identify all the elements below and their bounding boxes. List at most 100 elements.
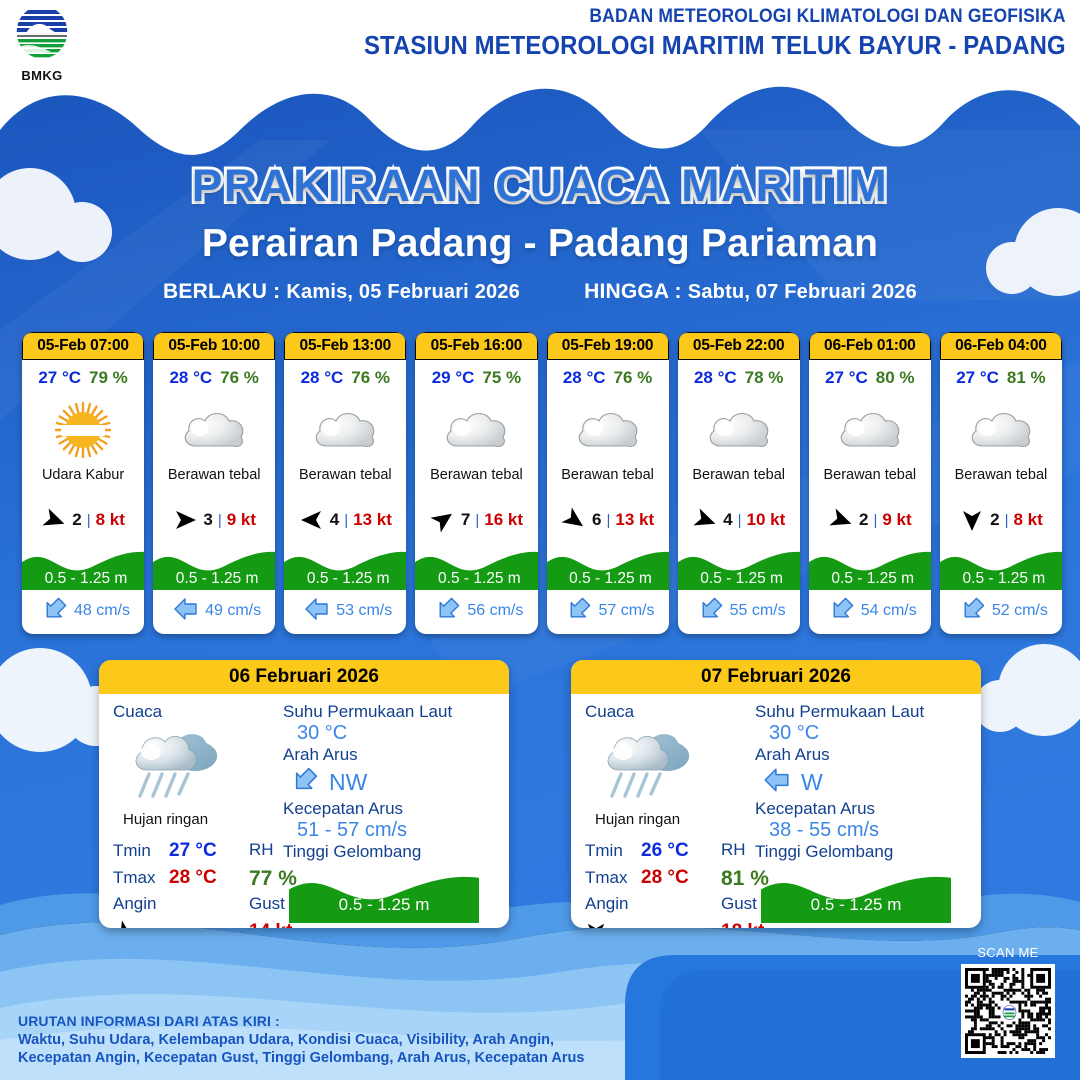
current-speed-value: 54 cm/s [860, 602, 917, 619]
current-row: 48 cm/s [22, 596, 144, 626]
qr-block[interactable]: SCAN ME [956, 945, 1060, 1058]
wind-separator: | [475, 511, 480, 529]
wind-arrow-icon [963, 511, 982, 531]
title-block: PRAKIRAAN CUACA MARITIM Perairan Padang … [0, 157, 1080, 304]
hourly-card: 06-Feb 04:00 27 °C 81 % Berawan tebal 2 … [939, 332, 1062, 634]
wave-height-graphic [153, 551, 276, 590]
humidity: 79 % [89, 368, 128, 387]
wind-arrow-icon [176, 511, 197, 529]
poster-header: BMKG BADAN METEOROLOGI KLIMATOLOGI DAN G… [0, 0, 1080, 83]
weather-condition-label: Berawan tebal [692, 467, 786, 483]
gust-value-row: 18 kt [721, 921, 811, 928]
bmkg-logo: BMKG [8, 4, 76, 83]
rh-value: 77 % [249, 867, 297, 890]
weather-condition-icon [153, 393, 275, 467]
wind-speed-value: 9 kt [882, 510, 912, 529]
wave-height-graphic [22, 551, 145, 590]
current-speed-label: Kecepatan Arus [283, 799, 404, 818]
visibility-value: 6 [592, 510, 602, 529]
current-arrow-icon [295, 767, 318, 790]
current-direction-row: W [763, 766, 973, 799]
visibility-value: 2 [72, 510, 82, 529]
daily-forecast-list: 06 Februari 2026 Cuaca [0, 660, 1080, 928]
current-speed-label: Kecepatan Arus [755, 799, 876, 818]
visibility-value: 2 [858, 510, 869, 529]
wave-height-graphic [939, 551, 1062, 590]
weather-condition-label: Berawan tebal [298, 467, 392, 483]
cloud-thick-icon [971, 412, 1031, 447]
gust-label: Gust [721, 894, 757, 913]
daily-condition-label: Hujan ringan [123, 811, 209, 828]
wind-separator: | [1004, 511, 1009, 529]
air-temperature: 28 °C [562, 368, 606, 387]
wind-label-row: Angin [113, 894, 249, 921]
wind-row: 2 | 9 kt [809, 497, 931, 543]
hourly-card-time: 05-Feb 19:00 [546, 332, 669, 360]
humidity: 78 % [744, 368, 784, 387]
air-temperature: 28 °C [300, 368, 344, 387]
wave-height-value: 0.5 - 1.25 m [569, 570, 652, 587]
wave-band [415, 542, 538, 590]
current-row: 56 cm/s [415, 596, 537, 626]
qr-code-icon[interactable] [961, 964, 1055, 1058]
hourly-card-temp-humidity: 27 °C 79 % [22, 363, 144, 393]
weather-label: Cuaca [585, 702, 635, 721]
current-direction-icon-wrap [829, 596, 855, 627]
daily-panel-body: Cuaca Hujan ringan [99, 694, 509, 928]
weather-condition-label: Berawan tebal [954, 467, 1048, 483]
current-direction-label: Arah Arus [755, 745, 830, 764]
valid-until-value: Sabtu, 07 Februari 2026 [687, 281, 917, 303]
current-arrow-icon [964, 597, 985, 617]
hourly-card-temp-humidity: 28 °C 78 % [678, 363, 800, 393]
tmax-value: 28 °C [169, 867, 217, 888]
bmkg-logo-text: BMKG [21, 68, 63, 83]
wave-band [22, 542, 145, 590]
current-arrow-icon [571, 597, 591, 617]
wind-row: 7 | 16 kt [415, 497, 537, 543]
hourly-card-time: 05-Feb 10:00 [153, 332, 276, 360]
agency-titles: BADAN METEOROLOGI KLIMATOLOGI DAN GEOFIS… [303, 6, 1066, 61]
current-row: 55 cm/s [678, 596, 800, 626]
wave-height-graphic [415, 551, 538, 590]
legend-line-3: Kecepatan Angin, Kecepatan Gust, Tinggi … [18, 1050, 585, 1066]
current-speed-value: 48 cm/s [73, 602, 130, 619]
wind-speed-value: 10 kt [746, 510, 786, 529]
wind-row: 3 | 9 kt [153, 497, 275, 543]
wave-band [677, 542, 800, 590]
wind-arrow-icon [829, 508, 852, 526]
daily-weather-block: Cuaca Hujan ringan [585, 702, 715, 828]
hourly-card: 06-Feb 01:00 27 °C 80 % Berawan tebal 2 … [808, 332, 931, 634]
legend-line-2: Waktu, Suhu Udara, Kelembapan Udara, Kon… [18, 1032, 555, 1048]
weather-condition-label: Berawan tebal [561, 467, 654, 483]
hourly-card-temp-humidity: 28 °C 76 % [547, 363, 669, 393]
tmin-value: 27 °C [169, 840, 217, 861]
hourly-card: 05-Feb 07:00 27 °C 79 % Udara Kabur 2 | … [22, 332, 145, 634]
current-direction-icon-wrap [960, 596, 986, 627]
current-direction-icon-wrap [566, 596, 592, 627]
humidity: 80 % [875, 368, 915, 387]
wave-height-graphic [677, 551, 800, 590]
current-row: 49 cm/s [153, 596, 275, 626]
wave-band [939, 542, 1062, 590]
gust-label-row: Gust [249, 894, 339, 921]
wave-band [153, 542, 276, 590]
humidity: 81 % [1006, 368, 1046, 387]
daily-temp-wind-block: Tmin 27 °C Tmax 28 °C Angin 2 - 4 kt [112, 840, 249, 928]
wind-direction-icon-wrap [430, 507, 456, 533]
hourly-card: 05-Feb 13:00 28 °C 76 % Berawan tebal 4 … [284, 332, 407, 634]
daily-panel-body: Cuaca Hujan ringan [571, 694, 981, 928]
daily-current-speed-value: 51 - 57 cm/s [297, 819, 408, 841]
light-rain-icon [135, 734, 218, 798]
tmin-label: Tmin [113, 841, 151, 860]
wind-row: 2 | 8 kt [22, 497, 144, 543]
current-arrow-icon [46, 597, 67, 617]
sst-label: Suhu Permukaan Laut [283, 702, 453, 721]
daily-sea-block: Suhu Permukaan Laut 30 °C Arah Arus W Ke… [755, 702, 973, 923]
hourly-card: 05-Feb 19:00 28 °C 76 % Berawan tebal 6 … [546, 332, 669, 634]
qr-label: SCAN ME [977, 945, 1039, 960]
gust-value: 14 kt [249, 921, 292, 928]
legend-footer: URUTAN INFORMASI DARI ATAS KIRI : Waktu,… [18, 1013, 584, 1066]
hourly-card-temp-humidity: 27 °C 80 % [809, 363, 931, 393]
rh-value-row: 81 % [721, 867, 811, 894]
hourly-card: 05-Feb 22:00 28 °C 78 % Berawan tebal 4 … [677, 332, 800, 634]
